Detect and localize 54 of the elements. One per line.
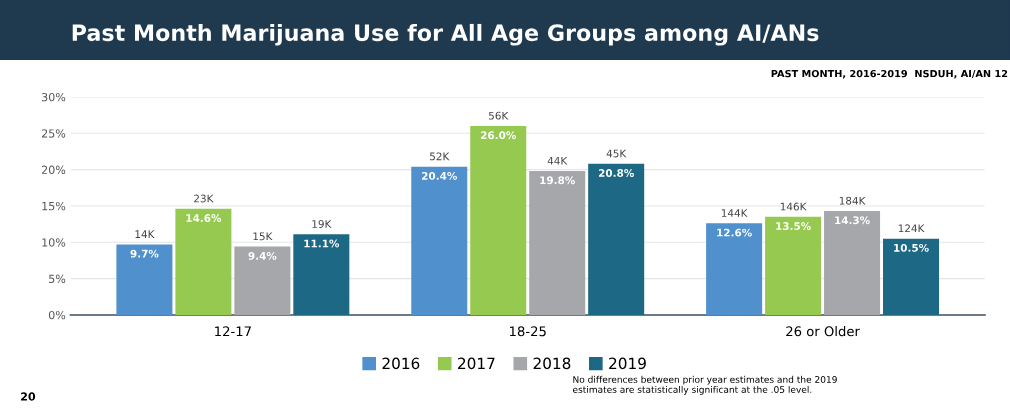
bar [175,208,232,315]
y-tick-label: 15% [42,201,66,211]
annotation: 56K [489,111,509,120]
annotation: 44K [547,156,568,165]
annotation: 144K [721,209,748,217]
y-tick-label: 0% [48,310,66,320]
data-label: 12.6% [717,228,752,237]
text: No differences between prior year estimates and the 2019 estimates are statistically significant at the .05 level. [573,375,837,395]
chart-subtitle: PAST MONTH, 2016-2019 NSDUH, AI/AN 12 [771,69,1008,79]
annotation: 23K [194,194,214,203]
legend-label: 2017 [458,357,495,370]
y-tick-label: 10% [42,238,66,247]
data-label: 19.8% [540,176,575,185]
legend-label: 2018 [533,357,571,370]
x-tick-label: 12-17 [215,326,251,337]
bar [116,244,173,315]
annotation: 184K [839,196,866,205]
bar [883,238,940,315]
annotation: 124K [898,224,925,233]
data-label: 13.5% [776,222,811,230]
y-tick-label: 25% [41,129,66,138]
text: 20 [21,392,36,401]
x-tick-label: 26 or Older [786,326,860,337]
bar [824,211,881,315]
bar [588,163,645,315]
annotation: 52K [430,152,450,161]
bar [234,246,291,315]
y-tick-label: 30% [41,92,66,102]
legend-label: 2019 [609,357,646,370]
x-tick-label: 18-25 [510,326,546,337]
data-label: 11.1% [304,239,340,248]
data-label: 14.6% [186,214,222,222]
data-label: 9.7% [130,249,159,258]
annotation: 15K [253,232,273,241]
bar [706,223,763,315]
legend-label: 2016 [382,357,420,370]
annotation: 14K [135,230,155,238]
chart-title: Past Month Marijuana Use for All Age Groups among AI/ANs [72,23,819,46]
y-tick-label: 5% [49,274,66,283]
bar [293,234,350,315]
bar [411,166,468,315]
data-label: 14.3% [835,216,870,225]
y-tick-label: 20% [41,165,66,174]
bar [529,171,586,315]
annotation: 45K [606,149,627,158]
bar [765,216,822,315]
annotation: 146K [780,202,807,211]
data-label: 10.5% [894,243,929,252]
bar [470,126,527,315]
annotation: 19K [312,220,332,228]
data-label: 20.8% [598,169,634,177]
data-label: 26.0% [480,131,516,140]
data-label: 20.4% [422,171,458,180]
data-label: 9.4% [248,251,277,260]
